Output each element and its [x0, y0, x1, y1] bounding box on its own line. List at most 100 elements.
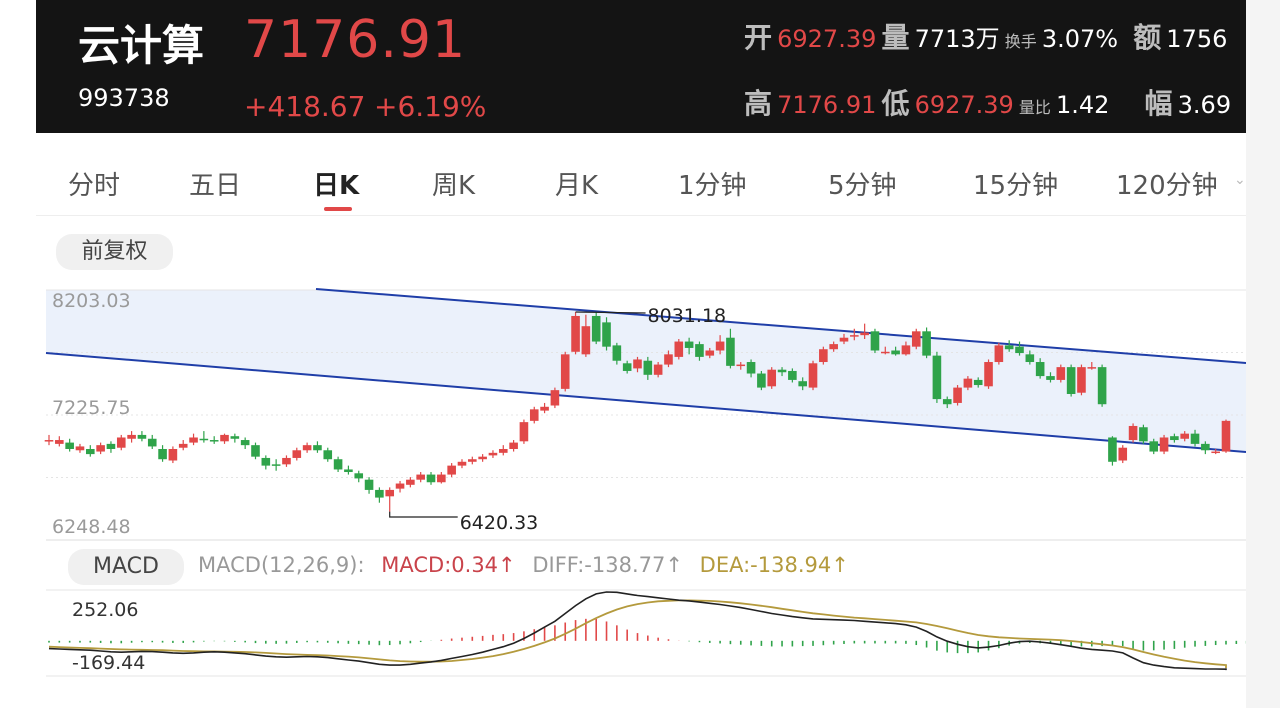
low-annotation: 6420.33: [460, 512, 539, 534]
candle-body: [839, 337, 849, 342]
tab-5min[interactable]: 5分钟: [828, 171, 897, 201]
amplitude-label: 幅: [1144, 87, 1173, 120]
app-frame: 云计算 7176.91 993738 +418.67 +6.19% 开 6927…: [36, 0, 1246, 708]
adjust-button[interactable]: 前复权: [56, 234, 173, 270]
candle-body: [85, 448, 95, 455]
candle-body: [488, 452, 498, 456]
candle-body: [529, 409, 539, 421]
candle-body: [870, 331, 880, 351]
macd-axis-tick: -169.44: [72, 652, 145, 674]
macd-button[interactable]: MACD: [68, 549, 184, 585]
price-axis-tick: 7225.75: [52, 397, 131, 419]
candle-body: [1046, 376, 1055, 380]
candle-body: [808, 363, 818, 388]
ratio-label: 量比: [1018, 98, 1051, 117]
tab-120min[interactable]: 120分钟: [1116, 171, 1218, 201]
stock-code: 993738: [78, 84, 170, 112]
macd-params: MACD(12,26,9):: [198, 553, 365, 577]
macd-value: MACD:0.34↑: [381, 553, 516, 577]
candle-body: [1149, 441, 1159, 452]
candle-body: [240, 440, 250, 446]
candle-body: [819, 349, 828, 363]
candle-body: [457, 461, 467, 466]
tab-monthly-k[interactable]: 月K: [555, 171, 599, 201]
volume-label: 量: [881, 21, 910, 54]
candle-body: [1180, 433, 1190, 439]
candle-body: [1211, 451, 1220, 454]
stock-price: 7176.91: [244, 10, 467, 70]
price-axis-tick: 6248.48: [52, 516, 131, 538]
candle-body: [75, 446, 85, 451]
candle-body: [973, 379, 983, 386]
tab-daily-k[interactable]: 日K: [313, 171, 360, 201]
candle-body: [612, 345, 622, 361]
candle-body: [344, 469, 353, 473]
candle-body: [1025, 354, 1035, 363]
tab-1min[interactable]: 1分钟: [678, 171, 747, 201]
candle-body: [1077, 367, 1086, 393]
candle-body: [1170, 436, 1179, 441]
candle-body: [116, 437, 126, 448]
chevron-down-icon[interactable]: ⌄: [1234, 172, 1246, 188]
quote-header: 云计算 7176.91 993738 +418.67 +6.19% 开 6927…: [36, 0, 1246, 133]
candle-body: [416, 474, 425, 480]
candle-body: [715, 341, 725, 351]
price-change-pct: +6.19%: [374, 90, 487, 123]
high-marker-line: [575, 311, 646, 314]
dea-value: DEA:-138.94↑: [699, 553, 849, 577]
candle-body: [1159, 437, 1169, 452]
stats-row-2: 高 7176.91 低 6927.39 量比 1.42 幅 3.69: [744, 82, 1231, 122]
stock-name: 云计算: [78, 21, 205, 70]
candle-body: [1139, 427, 1148, 442]
open-label: 开: [744, 21, 773, 54]
macd-legend: MACD(12,26,9): MACD:0.34↑ DIFF:-138.77↑ …: [198, 553, 849, 577]
candle-body: [137, 434, 147, 439]
low-label: 低: [881, 87, 910, 120]
tab-15min[interactable]: 15分钟: [973, 171, 1059, 201]
candle-body: [1035, 362, 1045, 377]
candle-body: [65, 442, 74, 449]
macd-axis-tick: 252.06: [72, 599, 138, 621]
candle-body: [385, 489, 395, 497]
candle-body: [395, 483, 405, 489]
tab-weekly-k[interactable]: 周K: [432, 171, 476, 201]
channel-upper-line: [315, 288, 1246, 364]
candle-body: [571, 315, 580, 352]
candle-body: [622, 363, 632, 371]
candle-body: [1056, 367, 1066, 380]
high-label: 高: [744, 87, 773, 120]
candle-body: [354, 473, 364, 479]
candle-body: [1221, 420, 1231, 452]
dea-line: [48, 599, 1227, 668]
candle-body: [1087, 367, 1097, 369]
candle-body: [798, 381, 807, 387]
candle-body: [540, 406, 549, 411]
candle-body: [560, 354, 570, 389]
candle-body: [777, 369, 787, 373]
price-axis-tick: 8203.03: [52, 290, 131, 312]
candle-body: [643, 360, 653, 375]
candle-body: [984, 362, 993, 387]
candle-body: [1118, 447, 1128, 461]
candle-body: [1108, 437, 1117, 462]
ratio-value: 1.42: [1056, 91, 1110, 119]
volume-value: 7713万: [914, 25, 1000, 53]
tab-five-day[interactable]: 五日: [189, 171, 242, 201]
candle-body: [333, 459, 343, 470]
candle-body: [911, 331, 921, 347]
candle-body: [1190, 433, 1200, 444]
candle-body: [674, 341, 684, 357]
candle-body: [478, 456, 487, 460]
right-edge-panel: [1246, 0, 1280, 708]
channel-lower-line: [45, 352, 1246, 453]
candle-body: [829, 344, 838, 350]
amount-label: 额: [1133, 21, 1162, 54]
candle-body: [757, 373, 766, 388]
candle-body: [705, 350, 715, 356]
tab-intraday[interactable]: 分时: [68, 171, 121, 201]
candle-body: [942, 399, 952, 405]
high-annotation: 8031.18: [648, 305, 727, 327]
candle-body: [498, 448, 508, 453]
low-value: 6927.39: [914, 91, 1014, 119]
candle-body: [1201, 443, 1210, 451]
